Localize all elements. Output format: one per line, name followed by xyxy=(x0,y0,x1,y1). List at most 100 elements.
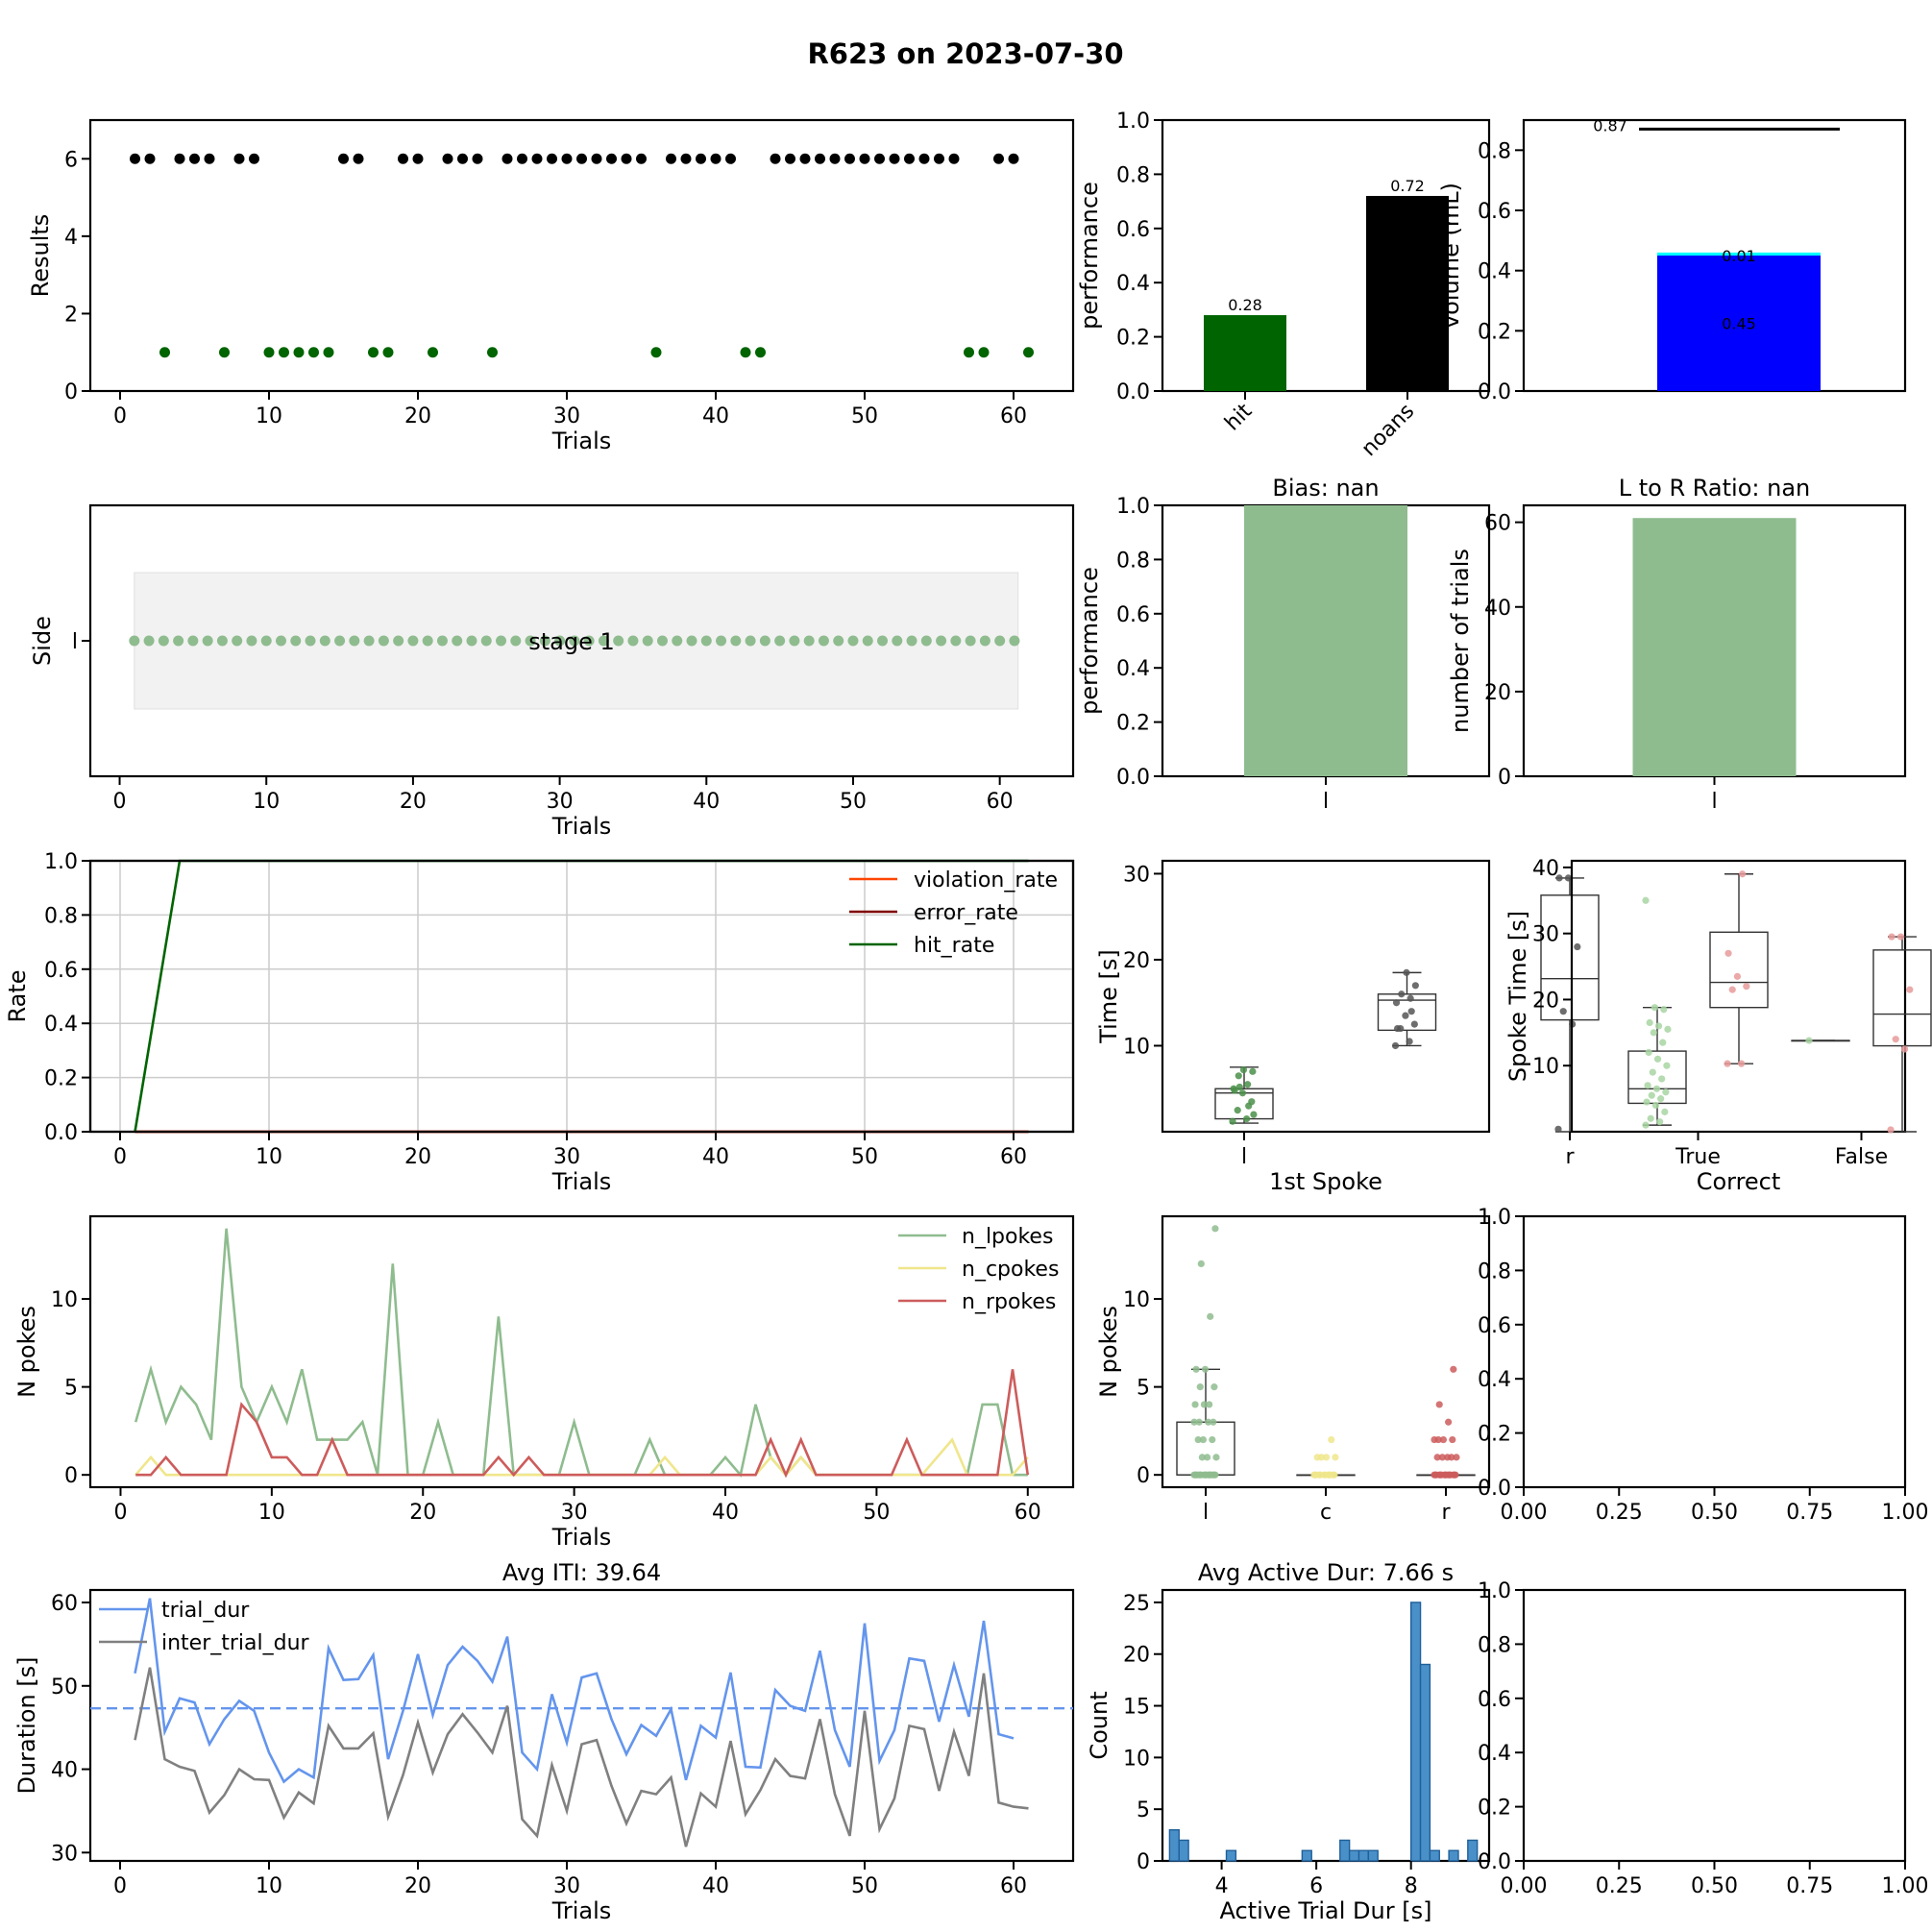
hist-bar xyxy=(1339,1839,1351,1862)
first_spoke_time-ylabel: Time [s] xyxy=(1095,949,1122,1044)
pokes-xlabel: Trials xyxy=(551,1524,612,1551)
results-point xyxy=(666,153,676,164)
pokes-xtick-label: 20 xyxy=(409,1501,436,1525)
durations-xtick-label: 40 xyxy=(702,1874,729,1898)
empty2-ytick-label: 0.2 xyxy=(1478,1797,1511,1821)
performance-ylabel: performance xyxy=(1076,182,1103,330)
empty1-ytick-label: 0.6 xyxy=(1478,1314,1511,1338)
durations-series-line xyxy=(134,1667,1029,1847)
side-point xyxy=(393,635,404,647)
lr_ratio-ytick-label: 40 xyxy=(1484,597,1511,621)
rates-ytick-label: 0.0 xyxy=(44,1121,78,1145)
first_spoke_time-point xyxy=(1554,1125,1562,1133)
rates-ytick-label: 0.8 xyxy=(44,904,78,928)
pokes_box-ytick-label: 5 xyxy=(1137,1377,1150,1401)
spoke_time_correct-point xyxy=(1661,1108,1669,1115)
spoke_time_correct-point xyxy=(1657,1095,1665,1103)
hist-bar xyxy=(1448,1849,1459,1862)
pokes-xtick-label: 10 xyxy=(258,1501,285,1525)
side-point xyxy=(510,635,522,647)
side-point xyxy=(1009,635,1020,647)
results-point xyxy=(412,153,424,164)
pokes_box-point xyxy=(1202,1471,1211,1479)
active_dur_hist-ytick-label: 25 xyxy=(1123,1592,1150,1616)
spoke_time_correct-point xyxy=(1651,1101,1660,1110)
results-point xyxy=(442,153,453,164)
rates-xtick-label: 30 xyxy=(553,1145,580,1169)
volume-stack-segment xyxy=(1657,252,1821,256)
active_dur_hist-ytick-label: 15 xyxy=(1123,1696,1150,1720)
first_spoke_time-ytick-label: 10 xyxy=(1123,1035,1150,1059)
pokes_box-point xyxy=(1205,1418,1212,1426)
performance-ytick-label: 1.0 xyxy=(1116,110,1150,134)
results-point xyxy=(785,153,795,164)
spoke_time_correct-point xyxy=(1645,1048,1652,1057)
performance-frame xyxy=(1161,118,1491,393)
results-point xyxy=(189,153,200,164)
hist-bar xyxy=(1301,1849,1312,1862)
empty1-ytick-label: 0.8 xyxy=(1478,1259,1511,1284)
side-point xyxy=(686,635,697,647)
results-point xyxy=(680,153,692,164)
empty1-ytick-label: 0.4 xyxy=(1478,1368,1511,1392)
pokes-series-line xyxy=(135,1369,1030,1479)
spoke_time_correct-point xyxy=(1901,1045,1909,1053)
rates-legend-label: violation_rate xyxy=(914,868,1058,893)
side-point xyxy=(716,635,727,647)
empty2-xtick-label: 0.75 xyxy=(1786,1874,1833,1898)
pokes-ytick-label: 0 xyxy=(64,1464,78,1488)
spoke_time_correct-xlabel: Correct xyxy=(1697,1168,1781,1195)
side-xtick-label: 10 xyxy=(253,790,280,814)
results-ytick-label: 6 xyxy=(64,148,78,172)
side-point xyxy=(436,635,448,647)
active_dur_hist-ytick-label: 10 xyxy=(1123,1747,1150,1771)
volume-ytick-label: 0.0 xyxy=(1478,380,1511,404)
side-point xyxy=(920,635,932,647)
pokes-xtick-label: 60 xyxy=(1015,1501,1041,1525)
side-point xyxy=(422,635,433,647)
volume-ylabel: volume (mL) xyxy=(1437,183,1464,329)
lr_ratio-bar xyxy=(1632,518,1797,776)
side-point xyxy=(730,635,742,647)
rates-ytick-label: 0.2 xyxy=(44,1067,78,1091)
results-point xyxy=(368,347,379,358)
side-point xyxy=(583,635,595,647)
results-point xyxy=(1008,153,1019,164)
first_spoke_time-point xyxy=(1235,1083,1243,1091)
first_spoke_time-xlabel: 1st Spoke xyxy=(1269,1168,1382,1195)
volume-ytick-label: 0.2 xyxy=(1478,320,1511,344)
pokes-ylabel: N pokes xyxy=(13,1306,40,1398)
first_spoke_time-box xyxy=(1377,993,1437,1032)
side-point xyxy=(187,635,199,647)
bias-ytick-label: 0.2 xyxy=(1116,712,1150,736)
first_spoke_time-category-label: r xyxy=(1565,1145,1575,1169)
first_spoke_time-point xyxy=(1231,1087,1238,1094)
lr_ratio-title: L to R Ratio: nan xyxy=(1619,475,1811,501)
rates-ytick-label: 0.6 xyxy=(44,959,78,983)
side-point xyxy=(378,635,389,647)
first_spoke_time-point xyxy=(1234,1107,1241,1114)
figure-title: R623 on 2023-07-30 xyxy=(807,37,1123,70)
pokes_box-point xyxy=(1195,1418,1203,1426)
pokes_box-point xyxy=(1432,1471,1440,1479)
bias-ytick-label: 0.6 xyxy=(1116,603,1150,627)
side-point xyxy=(554,635,566,647)
side-xtick-label: 20 xyxy=(400,790,427,814)
results-point xyxy=(501,153,513,164)
side-point xyxy=(774,635,786,647)
results-point xyxy=(770,153,781,164)
pokes_box-point xyxy=(1200,1401,1209,1408)
results-panel: 0 10 20 30 40 50 60 0 2 4 6 Trials Results xyxy=(27,118,1075,454)
results-point xyxy=(874,153,885,164)
empty2-panel: 0.00 0.25 0.50 0.75 1.00 0.0 0.2 0.4 0.6 0.8 1.0 xyxy=(1478,1579,1928,1898)
results-xtick-label: 50 xyxy=(851,404,878,428)
results-point xyxy=(398,153,408,164)
results-point xyxy=(517,153,527,164)
hist-bar xyxy=(1168,1829,1180,1862)
results-xtick-label: 60 xyxy=(1000,404,1027,428)
pokes_box-point xyxy=(1197,1259,1205,1268)
rates-xlabel: Trials xyxy=(551,1168,612,1195)
side-point xyxy=(965,635,976,647)
